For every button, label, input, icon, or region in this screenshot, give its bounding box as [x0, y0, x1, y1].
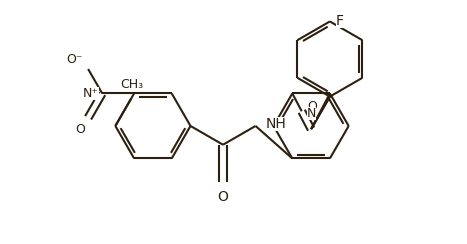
Text: N⁺: N⁺ — [83, 87, 99, 100]
Text: O: O — [308, 100, 318, 113]
Text: O⁻: O⁻ — [67, 53, 83, 66]
Text: F: F — [336, 14, 344, 29]
Text: O: O — [218, 190, 228, 204]
Text: CH₃: CH₃ — [120, 78, 143, 92]
Text: NH: NH — [265, 117, 286, 131]
Text: O: O — [75, 123, 85, 136]
Text: N: N — [307, 107, 316, 120]
